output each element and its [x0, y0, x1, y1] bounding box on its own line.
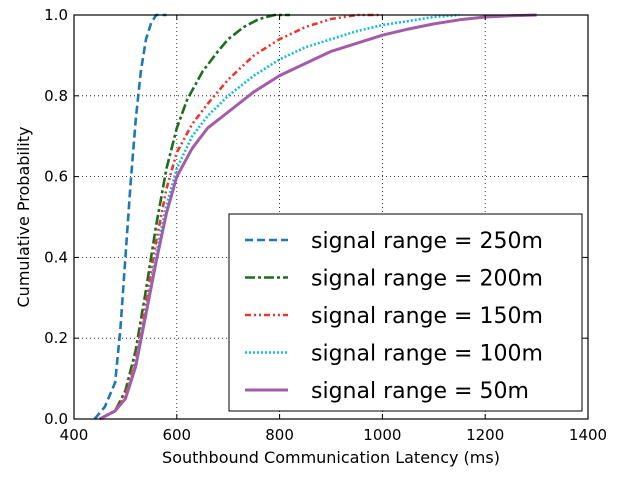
x-tick-label: 800	[265, 426, 294, 444]
y-tick-label: 0.2	[44, 329, 68, 347]
x-axis-label: Southbound Communication Latency (ms)	[162, 448, 500, 467]
y-tick-label: 0.6	[44, 168, 68, 186]
axis-ticks	[73, 14, 589, 420]
y-tick-label: 1.0	[44, 6, 68, 24]
x-tick-label: 400	[60, 426, 89, 444]
series-line-3	[99, 13, 383, 421]
series-line-2	[99, 13, 290, 421]
legend-label-3: signal range = 150m	[311, 304, 543, 329]
plot-frame	[73, 14, 589, 420]
legend-box	[228, 213, 583, 412]
x-tick-label: 1000	[363, 426, 401, 444]
series-line-5	[99, 13, 537, 421]
legend-label-2: signal range = 200m	[311, 267, 543, 292]
x-tick-label: 1200	[466, 426, 504, 444]
x-tick-label: 1400	[569, 426, 607, 444]
y-tick-label: 0.8	[44, 87, 68, 105]
legend: signal range = 250m signal range = 200m si…	[228, 213, 583, 412]
y-tick-label: 0.0	[44, 410, 68, 428]
legend-label-5: signal range = 50m	[311, 379, 529, 404]
tick-labels: 400 600 800 1000 1200 1400 0.0 0.2 0.4 0.6 0.8 1.0	[44, 6, 607, 444]
series-lines	[93, 13, 537, 421]
y-axis-label: Cumulative Probability	[14, 127, 33, 308]
legend-label-4: signal range = 100m	[311, 342, 543, 367]
series-line-1	[93, 13, 167, 420]
y-tick-label: 0.4	[44, 248, 68, 266]
legend-label-1: signal range = 250m	[311, 229, 543, 254]
x-tick-label: 600	[162, 426, 191, 444]
